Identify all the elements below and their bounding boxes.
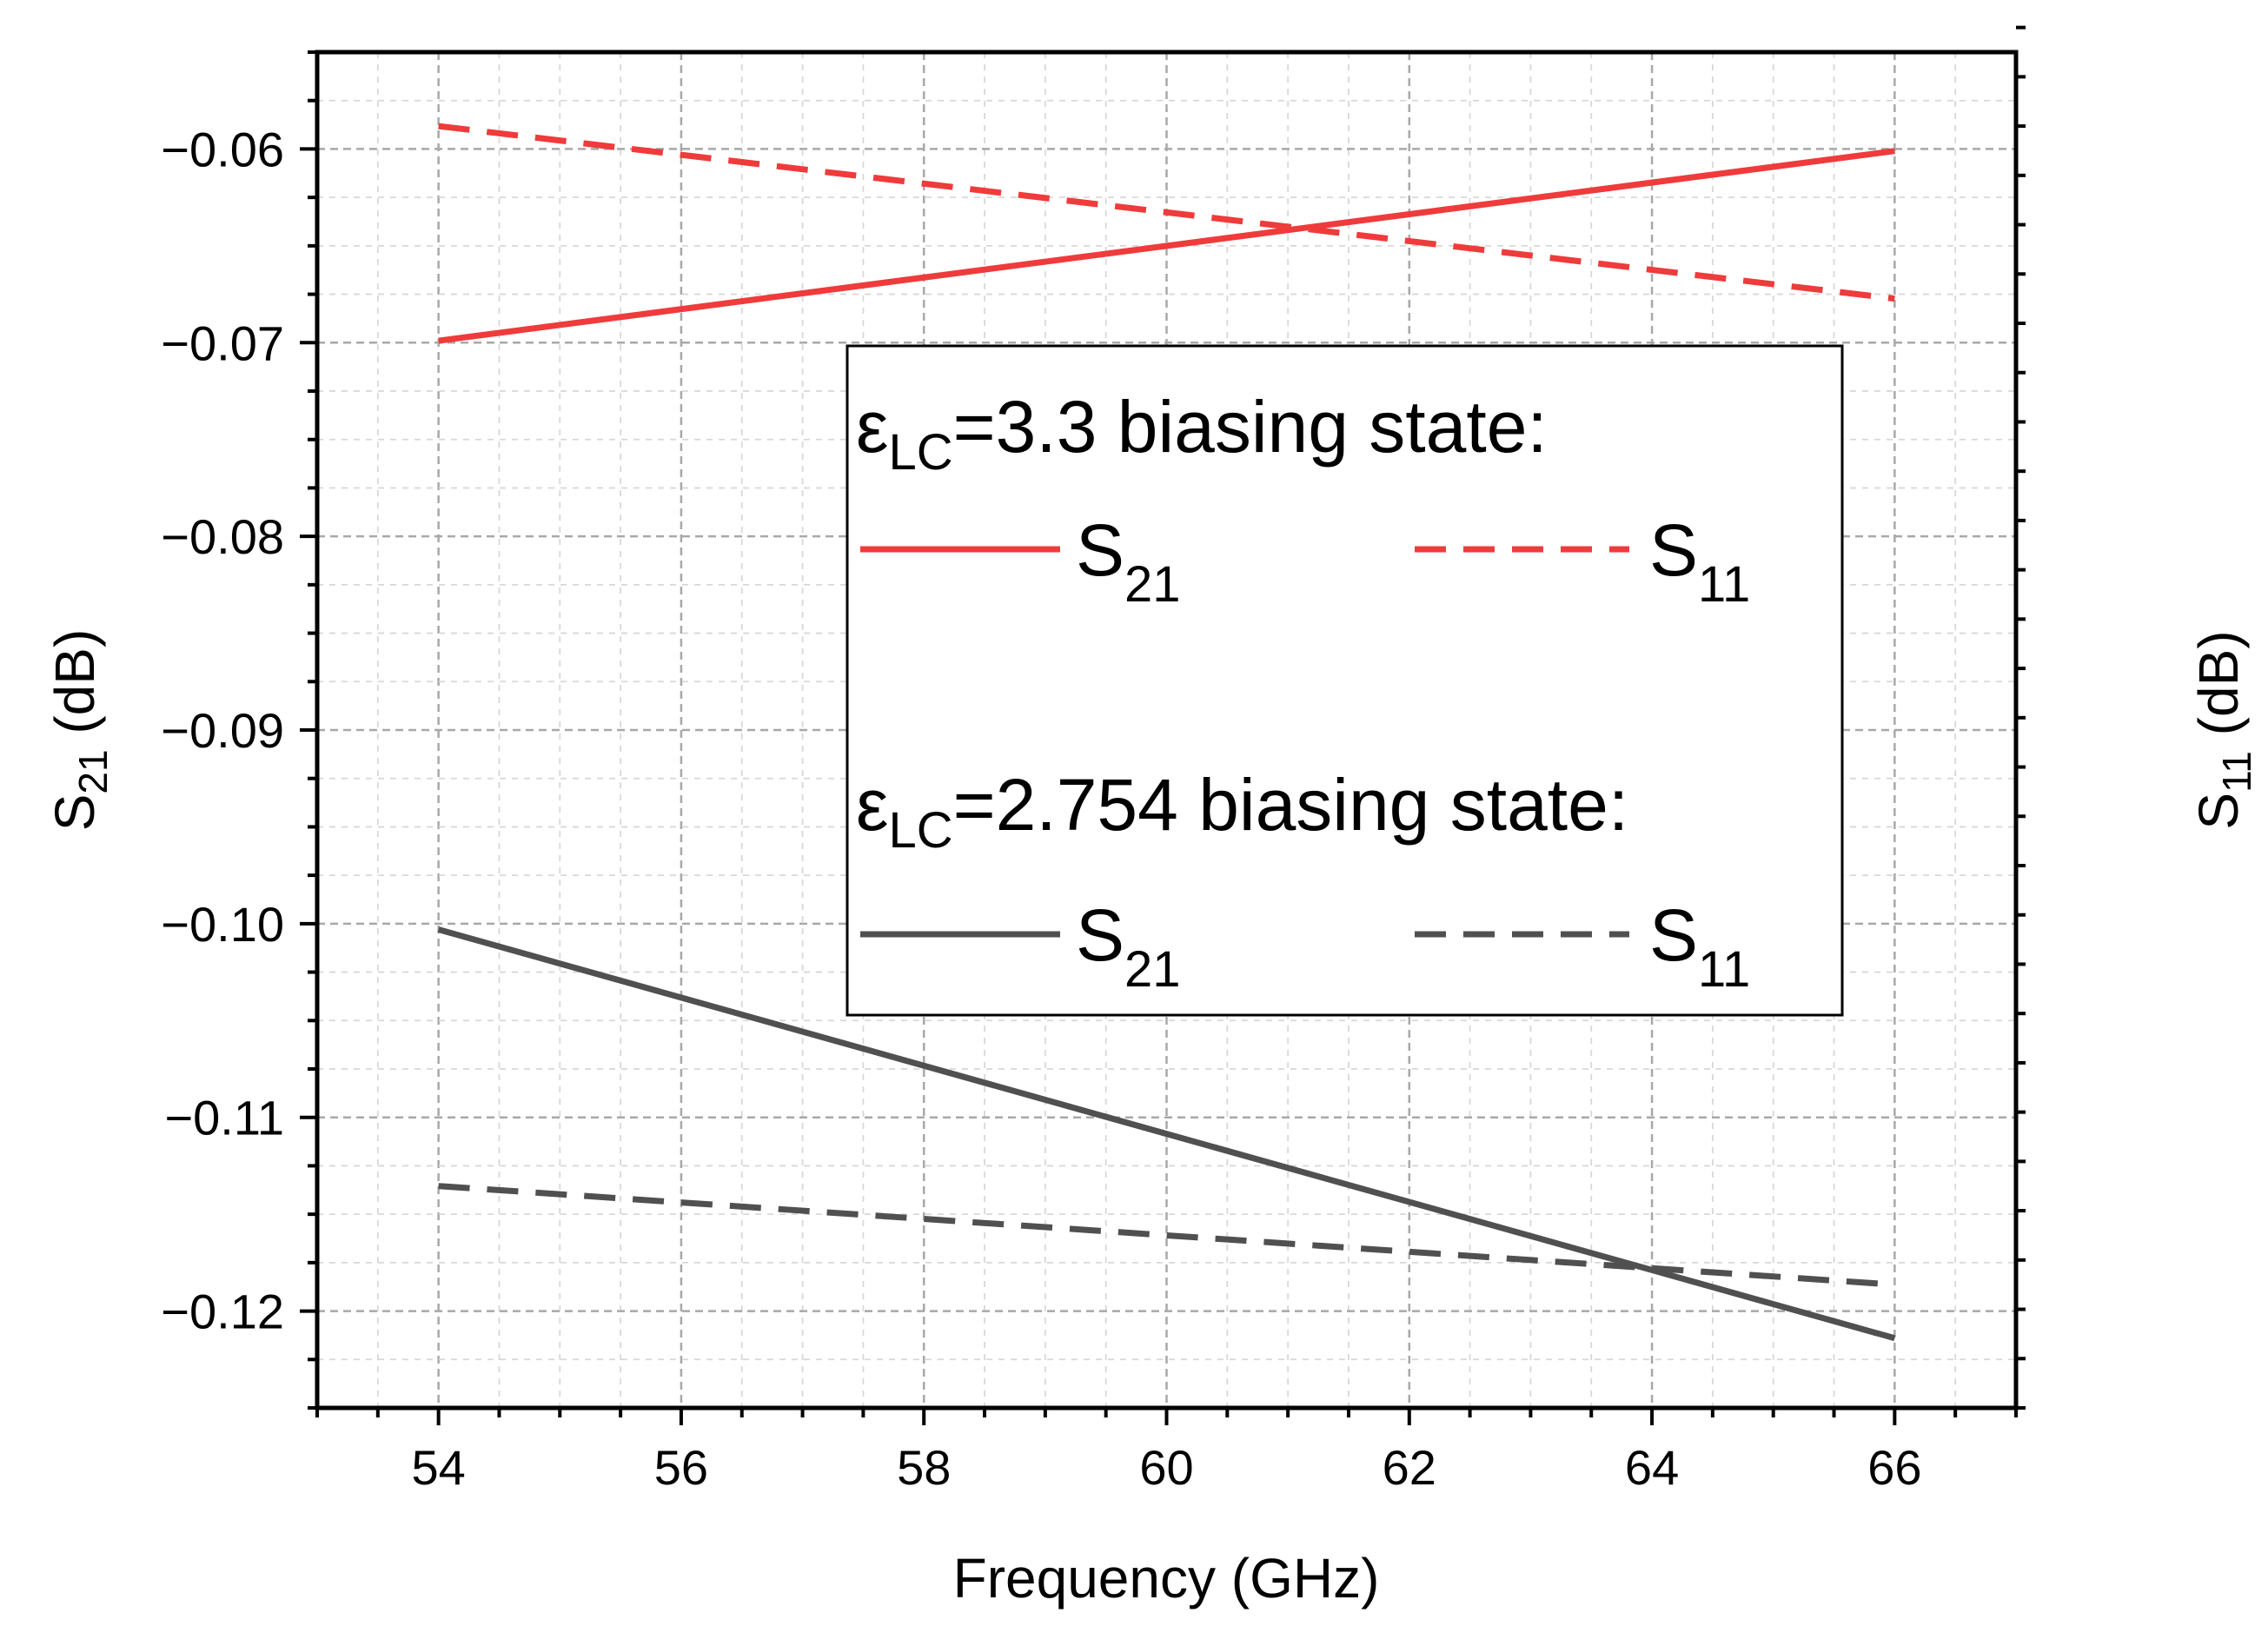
x-axis-title: Frequency (GHz) [953,1547,1380,1610]
x-tick-label: 66 [1867,1440,1921,1495]
x-tick-label: 62 [1383,1440,1436,1495]
legend-group-1-title-rest: =3.3 biasing state: [953,386,1548,468]
y-left-tick-label: −0.12 [161,1284,284,1339]
legend-group-1-title-symbol: ε [856,386,888,468]
legend-item-s21-gray: S21 [1076,894,1181,998]
x-tick-label: 54 [411,1440,465,1495]
y-left-axis-title: S21 (dB) [43,629,116,832]
x-tick-label: 58 [897,1440,951,1495]
legend-item-s11-gray: S11 [1649,894,1750,998]
legend-item-s21-red-sub: 21 [1124,556,1181,613]
series-group [437,123,1896,1342]
series-line-s21-gray [437,926,1896,1342]
x-tick-label: 56 [654,1440,708,1495]
series-line-s11-red [438,123,1895,302]
y-left-tick-label: −0.09 [161,703,284,758]
y-left-axis-title-sub: 21 [70,749,116,793]
legend-item-s11-red-main: S [1649,509,1698,591]
legend-group-2-title-sub: LC [888,802,952,859]
x-tick-label: 64 [1625,1440,1679,1495]
ticks: 54 56 58 60 62 64 66 −0.12 −0.11 −0.10 −0.09 −0.08 −… [161,25,2026,1495]
legend-group-2-title: εLC=2.754 biasing state: [856,764,1628,859]
legend-item-s11-gray-main: S [1649,894,1698,976]
legend-item-s11-gray-sub: 11 [1698,941,1750,998]
y-left-tick-label: −0.07 [161,315,284,370]
legend-item-s21-red: S21 [1076,509,1181,613]
legend-group-2-title-symbol: ε [856,764,888,846]
y-left-axis-title-rest: (dB) [43,629,106,750]
legend-group-2-title-rest: =2.754 biasing state: [953,764,1629,846]
legend-item-s11-red-sub: 11 [1698,556,1750,613]
y-right-axis-title-sub: 11 [2214,751,2259,793]
legend-item-s21-red-main: S [1076,509,1124,591]
y-left-tick-label: −0.06 [161,122,284,176]
y-left-axis-title-main: S [43,794,106,832]
y-right-axis-title-main: S [2187,793,2250,830]
legend-group-1-title: εLC=3.3 biasing state: [856,386,1548,481]
legend-item-s21-gray-sub: 21 [1124,941,1181,998]
y-left-tick-label: −0.08 [161,509,284,564]
y-left-tick-label: −0.10 [161,897,284,952]
legend-item-s21-gray-main: S [1076,894,1124,976]
legend-box [846,344,1844,1017]
legend-group-1-title-sub: LC [888,424,952,481]
y-right-axis-title: S11 (dB) [2187,630,2259,829]
y-left-tick-label: −0.11 [164,1091,284,1145]
series-line-s21-red [438,148,1895,344]
legend-item-s11-red: S11 [1649,509,1750,613]
legend: εLC=3.3 biasing state: S21 S11 εLC=2.754… [846,344,1844,1017]
x-tick-label: 60 [1139,1440,1193,1495]
y-right-axis-title-rest: (dB) [2187,630,2250,751]
